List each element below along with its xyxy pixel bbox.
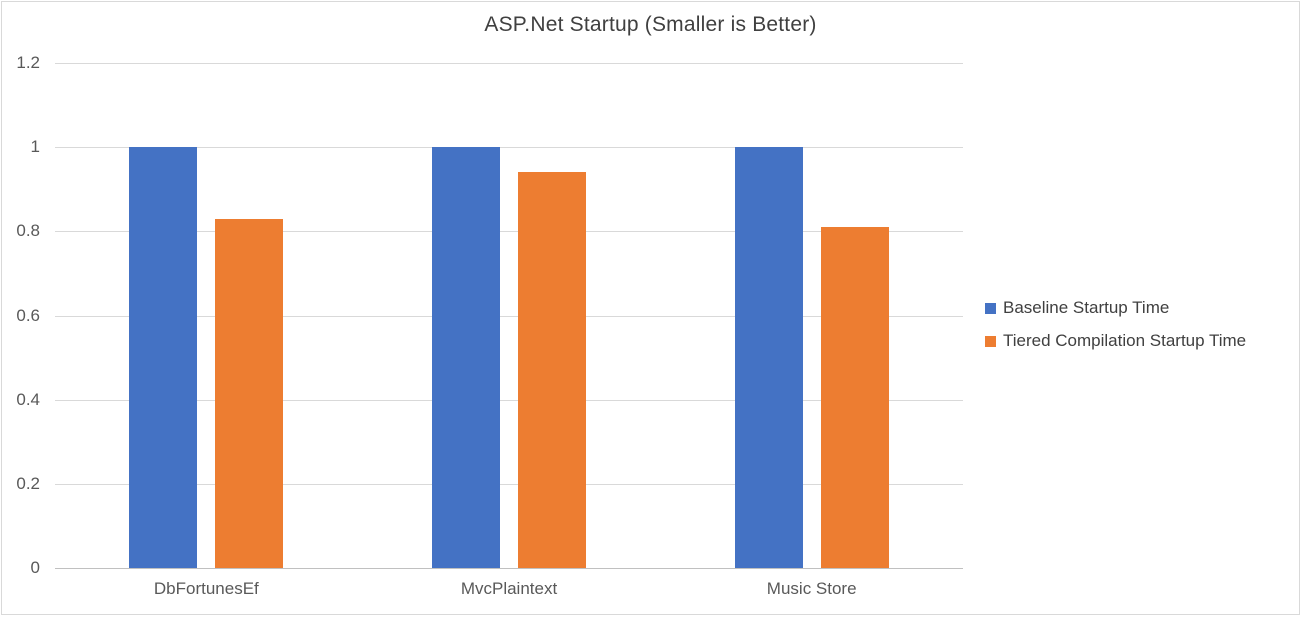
gridline (55, 231, 963, 233)
y-tick-label: 0.2 (16, 473, 40, 493)
y-tick-label: 0.8 (16, 221, 40, 241)
bar-group (55, 63, 358, 568)
category-label: MvcPlaintext (460, 579, 558, 598)
chart-title: ASP.Net Startup (Smaller is Better) (484, 13, 817, 36)
legend-swatch-icon (985, 335, 996, 347)
gridline (55, 483, 963, 485)
bar-group (660, 63, 963, 568)
legend-item: Baseline Startup Time (985, 298, 1246, 318)
plot-area: 0 0.2 0.4 0.6 0.8 1 1.2 (16, 53, 963, 577)
y-tick-label: 1.2 (16, 53, 40, 72)
bar-group (358, 63, 661, 568)
legend-label: Tiered Compilation Startup Time (1003, 331, 1247, 350)
gridline (55, 63, 963, 64)
category-label: Music Store (766, 579, 857, 598)
bars-layer (55, 63, 963, 568)
legend-label: Baseline Startup Time (1003, 298, 1170, 317)
gridline (55, 399, 963, 401)
bar (734, 147, 803, 568)
legend-item: Tiered Compilation Startup Time (985, 331, 1246, 351)
legend-swatch-icon (985, 302, 996, 314)
y-tick-label: 0.6 (16, 305, 40, 325)
bar (215, 218, 284, 568)
gridline (55, 315, 963, 317)
bar (518, 172, 586, 568)
legend: Baseline Startup Time Tiered Compilation … (985, 298, 1246, 351)
x-axis-category-labels: DbFortunesEf MvcPlaintext Music Store (55, 579, 963, 599)
bar (820, 227, 889, 568)
x-axis-line (55, 568, 963, 569)
y-tick-label: 1 (30, 137, 40, 157)
y-tick-label: 0 (30, 558, 40, 577)
y-tick-label: 0.4 (16, 389, 40, 409)
category-label: DbFortunesEf (153, 579, 259, 598)
bar (129, 147, 198, 568)
gridline (55, 147, 963, 149)
bar (432, 147, 500, 568)
